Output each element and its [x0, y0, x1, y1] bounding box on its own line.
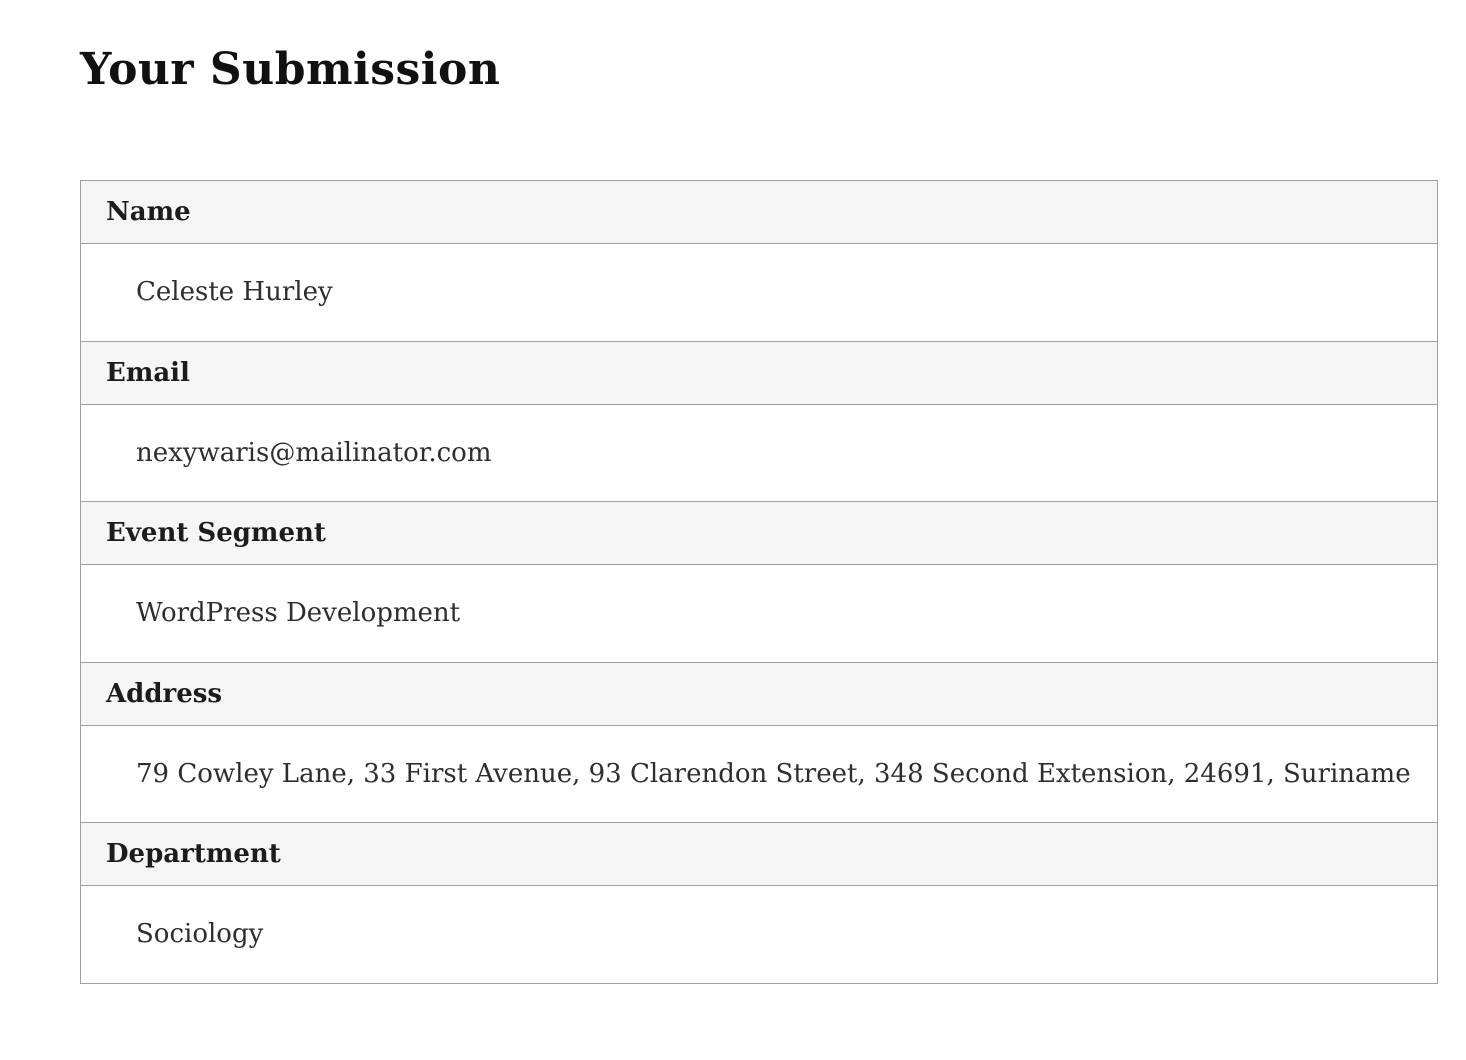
field-value-row: nexywaris@mailinator.com — [80, 403, 1438, 503]
submission-table-body: Name Celeste Hurley Email nexywaris@mail… — [80, 180, 1438, 984]
page-title: Your Submission — [80, 44, 501, 95]
field-value-address: 79 Cowley Lane, 33 First Avenue, 93 Clar… — [80, 724, 1438, 824]
field-value-name: Celeste Hurley — [80, 243, 1438, 342]
field-value-event-segment: WordPress Development — [80, 564, 1438, 663]
field-header-row: Email — [80, 340, 1438, 405]
field-value-row: 79 Cowley Lane, 33 First Avenue, 93 Clar… — [80, 724, 1438, 824]
field-header-row: Department — [80, 822, 1438, 887]
field-label-name: Name — [80, 180, 1438, 245]
field-label-event-segment: Event Segment — [80, 501, 1438, 566]
field-header-row: Name — [80, 180, 1438, 245]
field-label-address: Address — [80, 661, 1438, 726]
field-header-row: Event Segment — [80, 501, 1438, 566]
field-value-row: WordPress Development — [80, 564, 1438, 663]
field-value-row: Sociology — [80, 885, 1438, 984]
field-label-email: Email — [80, 340, 1438, 405]
field-value-row: Celeste Hurley — [80, 243, 1438, 342]
field-label-department: Department — [80, 822, 1438, 887]
submission-table: Name Celeste Hurley Email nexywaris@mail… — [80, 180, 1438, 984]
field-value-department: Sociology — [80, 885, 1438, 984]
field-header-row: Address — [80, 661, 1438, 726]
field-value-email: nexywaris@mailinator.com — [80, 403, 1438, 503]
